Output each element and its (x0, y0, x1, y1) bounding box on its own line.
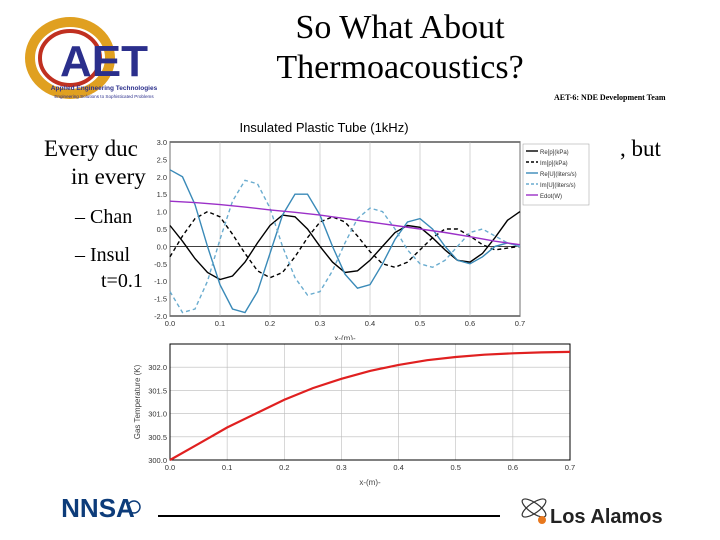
lanl-orbit-icon (521, 498, 547, 518)
x-tick-label: 0.3 (336, 463, 346, 472)
chart-top-title: Insulated Plastic Tube (1kHz) (239, 120, 408, 135)
y-tick-label: 301.0 (148, 410, 167, 419)
chart-top-x-ticks: 0.0 0.1 0.2 0.3 0.4 0.5 0.6 0.7 (165, 319, 525, 328)
chart-top-legend: Re[p](kPa) Im[p](kPa) Re[U](liters/s) Im[U]… (522, 143, 590, 206)
chart-top-x-label: x-(m)- (334, 334, 356, 343)
chart-bottom-x-label: x-(m)- (359, 478, 381, 487)
chart-bottom-series (169, 350, 571, 461)
chart-top: Insulated Plastic Tube (1kHz) 3.0 2.5 2.0 1… (148, 120, 590, 343)
legend-label: Re[p](kPa) (540, 150, 569, 156)
bullet-1: – Chan (75, 206, 133, 228)
body-line-2: in every (71, 164, 146, 189)
series-line-0 (169, 350, 571, 461)
series-line-2 (169, 169, 521, 314)
los-alamos-logo: Los Alamos (521, 498, 663, 528)
body-line-1-end: , but (620, 136, 661, 161)
bullet-2: – Insul (75, 244, 130, 266)
x-tick-label: 0.0 (165, 319, 175, 328)
y-tick-label: 300.0 (148, 456, 167, 465)
y-tick-label: -2.0 (154, 312, 167, 321)
chart-bottom-y-ticks: 302.0 301.5 301.0 300.5 300.0 (148, 363, 167, 465)
y-tick-label: 2.5 (157, 155, 167, 164)
y-tick-label: 0.0 (157, 242, 167, 251)
x-tick-label: 0.5 (415, 319, 425, 328)
y-tick-label: 300.5 (148, 433, 167, 442)
logo-text: AET (60, 37, 148, 86)
series-line-4 (169, 200, 521, 246)
nnsa-logo: NNSA (61, 493, 141, 523)
chart-top-series (169, 169, 521, 314)
x-tick-label: 0.5 (450, 463, 460, 472)
x-tick-label: 0.4 (393, 463, 403, 472)
chart-bottom-x-ticks: 0.0 0.1 0.2 0.3 0.4 0.5 0.6 0.7 (165, 463, 575, 472)
y-tick-label: 0.5 (157, 225, 167, 234)
chart-bottom-bg (130, 340, 590, 490)
chart-top-bg (148, 120, 590, 332)
logo-tagline: Engineering Solutions to Sophisticated P… (54, 94, 154, 99)
bullet-2-continued: t=0.1 (101, 270, 143, 292)
x-tick-label: 0.1 (222, 463, 232, 472)
y-tick-label: 1.0 (157, 208, 167, 217)
slide-title: So What About Thermoacoustics? (240, 8, 560, 88)
legend-label: Re[U](liters/s) (540, 172, 577, 178)
x-tick-label: 0.6 (465, 319, 475, 328)
x-tick-label: 0.6 (508, 463, 518, 472)
x-tick-label: 0.2 (265, 319, 275, 328)
footer-divider (158, 515, 500, 517)
team-label: AET-6: NDE Development Team (554, 93, 666, 102)
lanl-dot-icon (538, 516, 546, 524)
y-tick-label: -1.5 (154, 295, 167, 304)
legend-label: Im[p](kPa) (540, 161, 568, 167)
logo-subtitle: Applied Engineering Technologies (51, 85, 158, 92)
x-tick-label: 0.3 (315, 319, 325, 328)
x-tick-label: 0.4 (365, 319, 375, 328)
chart-top-y-ticks: 3.0 2.5 2.0 1.5 1.0 0.5 0.0 -0.5 -1.0 -1.5 -2.0 (154, 138, 167, 321)
x-tick-label: 0.7 (515, 319, 525, 328)
body-line-1-start: Every duc (44, 136, 138, 161)
logo-ring-inner (38, 29, 102, 87)
x-tick-label: 0.1 (215, 319, 225, 328)
y-tick-label: -0.5 (154, 260, 167, 269)
aet-logo: AET Applied Engineering Technologies Eng… (25, 17, 158, 99)
y-tick-label: 301.5 (148, 386, 167, 395)
y-tick-label: 1.5 (157, 190, 167, 199)
nnsa-atom-icon (127, 500, 141, 514)
plots: Insulated Plastic Tube (1kHz) 3.0 2.5 2.0 1… (130, 120, 590, 490)
legend-label: Im[U](liters/s) (540, 183, 576, 189)
y-tick-label: 302.0 (148, 363, 167, 372)
x-tick-label: 0.7 (565, 463, 575, 472)
y-tick-label: 2.0 (157, 173, 167, 182)
lanl-orbit-icon-2 (521, 498, 547, 518)
chart-bottom-frame (169, 343, 571, 461)
x-tick-label: 0.2 (279, 463, 289, 472)
chart-bottom-y-label: Gas Temperature (K) (133, 364, 142, 439)
legend-label: Edot(W) (540, 194, 562, 200)
nnsa-logo-text: NNSA (61, 493, 135, 523)
y-tick-label: 3.0 (157, 138, 167, 147)
title-line-2: Thermoacoustics? (276, 49, 524, 86)
x-tick-label: 0.0 (165, 463, 175, 472)
series-line-1 (169, 210, 521, 279)
series-line-3 (169, 179, 521, 314)
logo-ring (25, 17, 115, 99)
lanl-logo-text: Los Alamos (550, 506, 663, 528)
title-line-1: So What About (295, 9, 505, 46)
y-tick-label: -1.0 (154, 277, 167, 286)
